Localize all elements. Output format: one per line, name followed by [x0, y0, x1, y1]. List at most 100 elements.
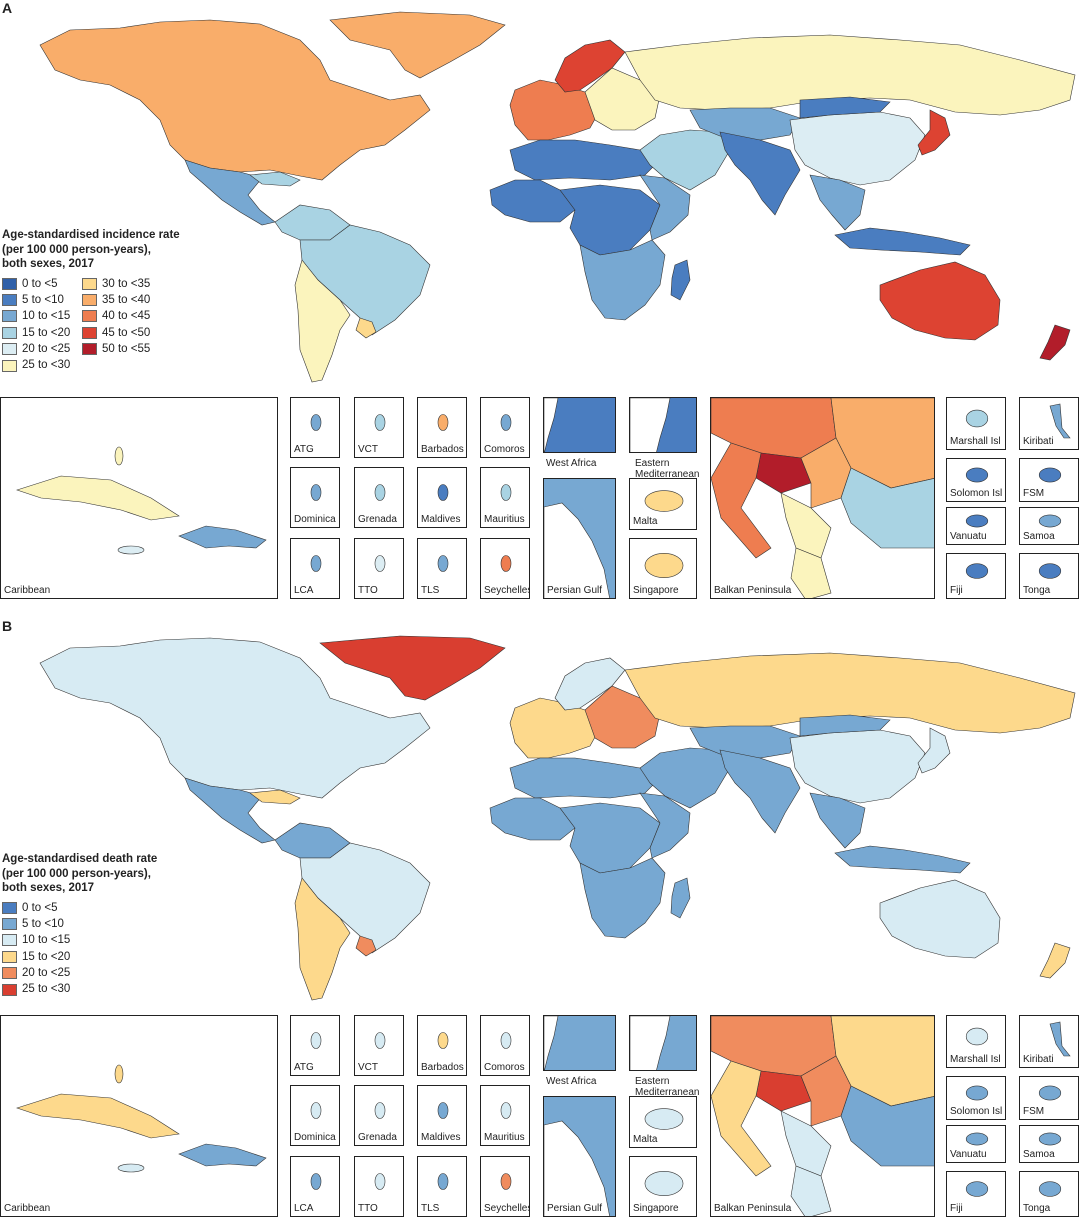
inset-label: ATG	[294, 1062, 314, 1073]
inset-lca: LCA	[290, 538, 340, 599]
inset-map-shape	[374, 414, 386, 431]
inset-label: Maldives	[421, 1132, 461, 1143]
legend-swatch	[2, 277, 17, 290]
world-map	[39, 11, 1076, 383]
inset-island	[965, 467, 989, 483]
inset-sea	[544, 1016, 559, 1070]
region-russia	[624, 34, 1076, 116]
legend-swatch	[2, 294, 17, 307]
inset-map-shape	[310, 484, 322, 501]
inset-comoros: Comoros	[480, 1015, 530, 1076]
inset-balkan-peninsula: Balkan Peninsula	[710, 397, 935, 599]
inset-island	[437, 555, 449, 572]
inset-map-shape	[965, 563, 989, 579]
inset-map-shape	[644, 490, 684, 512]
inset-island	[437, 414, 449, 431]
inset-samoa: Samoa	[1019, 507, 1079, 545]
legend-label: 10 to <15	[22, 310, 71, 323]
inset-map-shape	[544, 1097, 615, 1216]
inset-island	[114, 1064, 124, 1084]
inset-eastern-mediterranean	[629, 397, 697, 453]
region-southern-africa	[579, 857, 666, 939]
inset-label: West Africa	[546, 458, 597, 469]
legend-swatch	[82, 326, 97, 339]
map-legend: Age-standardised death rate (per 100 000…	[2, 852, 162, 998]
inset-label: Caribbean	[4, 1203, 51, 1214]
legend-label: 15 to <20	[22, 326, 71, 339]
inset-label: Tonga	[1023, 585, 1051, 596]
inset-map-shape	[711, 1016, 934, 1216]
region-east-africa	[639, 174, 691, 241]
legend-items: 0 to <5 5 to <10 10 to <15 15 to <20 20 to <…	[2, 276, 180, 374]
legend-swatch	[2, 983, 17, 996]
legend-title-line: (per 100 000 person-years),	[2, 243, 151, 256]
inset-island	[1038, 1132, 1062, 1146]
panel-b-death: B Age-standardised death rate (per 100 0…	[0, 618, 1080, 1223]
inset-map-shape	[16, 446, 267, 555]
inset-island	[500, 555, 512, 572]
inset-map-shape	[965, 409, 989, 428]
inset-island	[1049, 403, 1071, 439]
region-japan	[917, 109, 951, 156]
legend-title: Age-standardised incidence rate (per 100…	[2, 228, 180, 272]
inset-label: FSM	[1023, 1106, 1045, 1117]
region-china	[789, 111, 926, 186]
inset-map-shape	[310, 414, 322, 431]
inset-label: Fiji	[950, 585, 963, 596]
inset-barbados: Barbados	[417, 397, 467, 458]
legend-item: 15 to <20	[2, 949, 82, 965]
inset-persian-gulf: Persian Gulf	[543, 1096, 616, 1217]
legend-swatch	[2, 950, 17, 963]
inset-marshall-isl: Marshall Isl	[946, 397, 1006, 450]
inset-grenada: Grenada	[354, 1085, 404, 1146]
inset-island-hispaniola	[178, 1143, 267, 1167]
inset-label: Comoros	[484, 444, 525, 455]
inset-label: Persian Gulf	[547, 1203, 603, 1214]
region-west-africa	[489, 797, 576, 841]
inset-fsm: FSM	[1019, 458, 1079, 502]
region-north-america	[39, 637, 431, 799]
inset-map-shape	[310, 1173, 322, 1190]
inset-island	[500, 1102, 512, 1119]
inset-map-shape	[374, 484, 386, 501]
region-south-asia	[719, 749, 801, 834]
legend-item: 50 to <55	[82, 341, 162, 357]
inset-comoros: Comoros	[480, 397, 530, 458]
region-indonesia	[834, 227, 971, 256]
inset-map-shape	[644, 1108, 684, 1130]
inset-tonga: Tonga	[1019, 553, 1079, 599]
region-russia	[624, 652, 1076, 734]
legend-swatch	[2, 901, 17, 914]
inset-map-shape	[711, 398, 934, 598]
inset-map-shape	[500, 484, 512, 501]
inset-solomon-isl: Solomon Isl	[946, 1076, 1006, 1120]
legend-item: 20 to <25	[2, 965, 82, 981]
inset-label: Fiji	[950, 1203, 963, 1214]
legend-swatch	[82, 343, 97, 356]
legend-item: 0 to <5	[2, 900, 82, 916]
legend-item: 0 to <5	[2, 276, 82, 292]
region-greenland	[319, 635, 506, 701]
inset-sea	[630, 398, 671, 452]
inset-fiji: Fiji	[946, 1171, 1006, 1217]
inset-map-shape	[310, 555, 322, 572]
inset-map-shape	[965, 467, 989, 483]
inset-label: Marshall Isl	[950, 436, 1001, 447]
inset-grenada: Grenada	[354, 467, 404, 528]
inset-map-shape	[500, 1173, 512, 1190]
inset-vanuatu: Vanuatu	[946, 507, 1006, 545]
inset-map-shape	[965, 1027, 989, 1046]
inset-samoa: Samoa	[1019, 1125, 1079, 1163]
legend-label: 20 to <25	[22, 343, 71, 356]
inset-map-shape	[500, 1102, 512, 1119]
inset-country	[711, 442, 772, 559]
inset-island	[374, 555, 386, 572]
legend-swatch	[2, 310, 17, 323]
inset-label: Singapore	[633, 1203, 679, 1214]
inset-kiribati: Kiribati	[1019, 1015, 1079, 1068]
legend-label: 40 to <45	[102, 310, 151, 323]
legend-swatch	[2, 918, 17, 931]
inset-tls: TLS	[417, 1156, 467, 1217]
inset-island	[437, 484, 449, 501]
inset-map-shape	[437, 484, 449, 501]
